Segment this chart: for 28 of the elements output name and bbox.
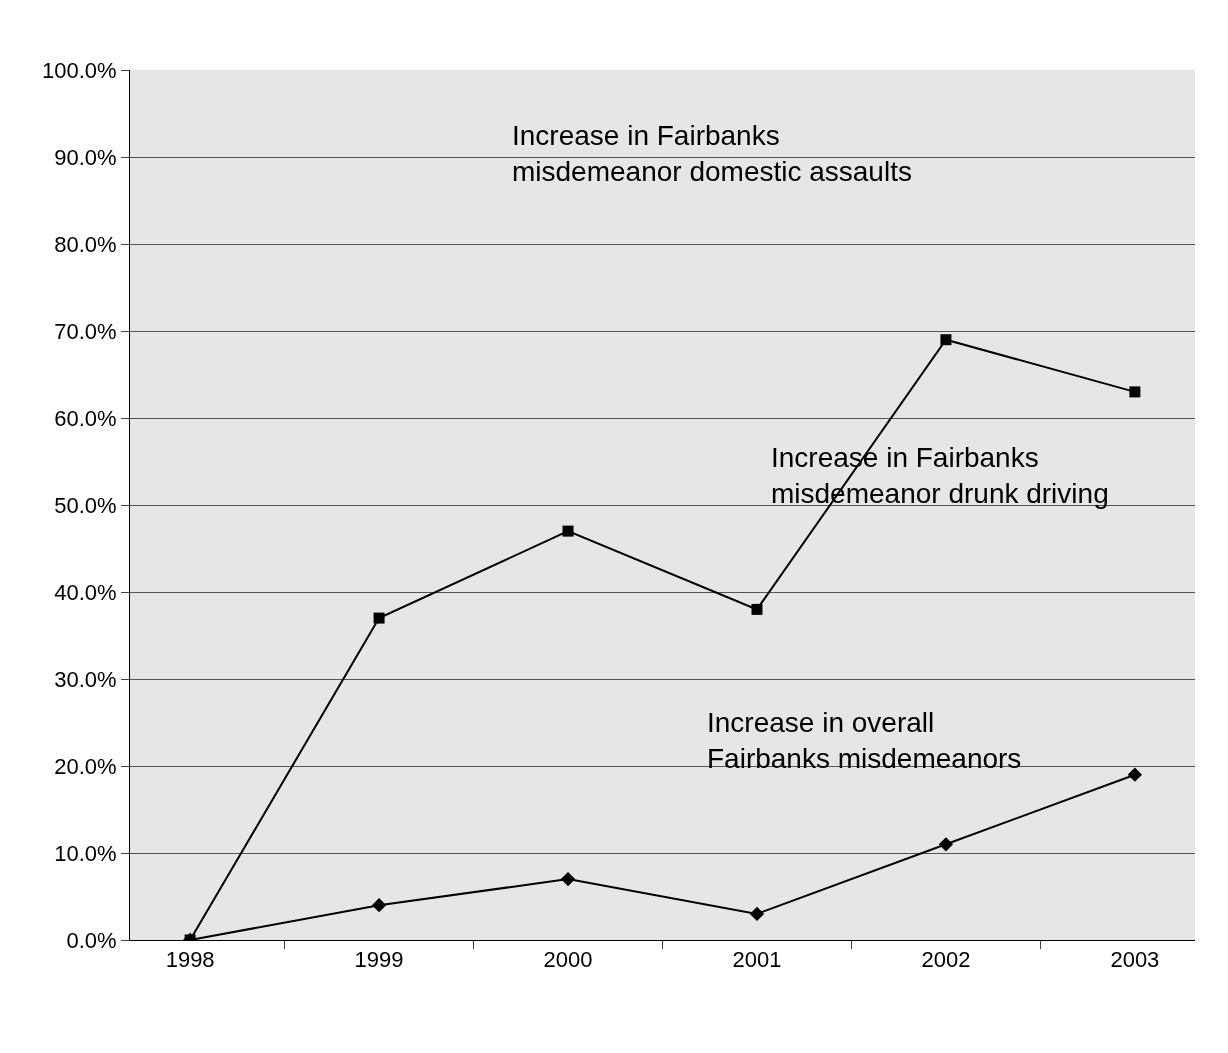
point — [1129, 386, 1141, 398]
x-tick-label: 1999 — [354, 947, 404, 973]
point — [1127, 767, 1143, 782]
x-tick-label: 1998 — [165, 947, 215, 973]
y-tick-label: 10.0% — [54, 840, 117, 866]
x-tick-label: 2000 — [543, 947, 593, 973]
y-tick-label: 50.0% — [54, 492, 117, 518]
annotation: Increase in Fairbanks misdemeanor domestic assaults — [512, 120, 912, 188]
y-tick-label: 80.0% — [54, 231, 117, 257]
point — [749, 906, 765, 922]
x-tick-label: 2003 — [1110, 947, 1160, 973]
point — [371, 898, 387, 913]
y-tick-label: 60.0% — [54, 405, 117, 431]
point — [373, 612, 385, 624]
y-tick-label: 100.0% — [41, 57, 117, 83]
x-tick-label: 2002 — [921, 947, 971, 973]
point — [562, 525, 574, 537]
point — [560, 871, 576, 887]
y-tick-label: 20.0% — [54, 753, 117, 779]
y-tick-label: 0.0% — [66, 927, 117, 953]
x-tick-label: 2001 — [732, 947, 782, 973]
y-tick-label: 70.0% — [54, 318, 117, 344]
point — [940, 334, 952, 346]
point — [938, 837, 954, 852]
y-tick-label: 90.0% — [54, 144, 117, 170]
point — [751, 603, 763, 615]
y-tick-label: 30.0% — [54, 666, 117, 692]
y-tick-label: 40.0% — [54, 579, 117, 605]
